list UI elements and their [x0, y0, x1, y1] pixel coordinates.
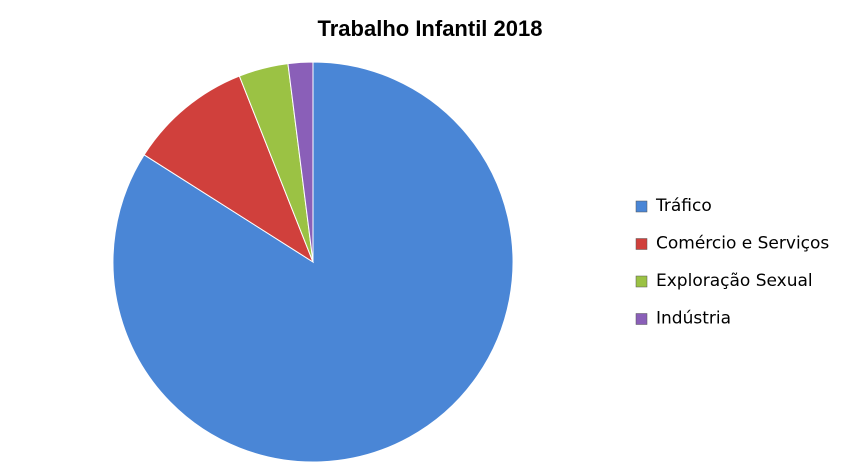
chart-title: Trabalho Infantil 2018 — [318, 16, 543, 41]
legend-label: Tráfico — [655, 196, 712, 216]
legend-label: Indústria — [656, 309, 731, 329]
legend-label: Comércio e Serviços — [656, 234, 829, 254]
legend-swatch — [635, 200, 648, 213]
legend-swatch — [635, 313, 648, 325]
legend-swatch — [635, 238, 648, 250]
legend-swatch — [635, 275, 648, 288]
legend-label: Exploração Sexual — [656, 271, 813, 291]
pie-slice — [143, 75, 315, 264]
pie-slice — [287, 61, 314, 263]
